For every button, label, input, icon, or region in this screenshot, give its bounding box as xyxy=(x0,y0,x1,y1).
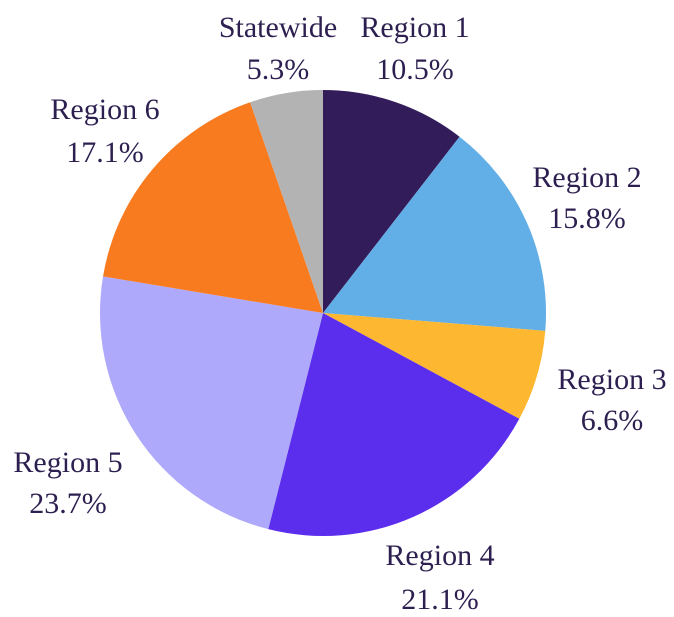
slice-value-label: 21.1% xyxy=(401,583,479,616)
pie-slice xyxy=(250,90,323,313)
slice-label: Region 4 xyxy=(385,539,494,572)
slice-value-label: 23.7% xyxy=(29,487,107,520)
slice-label: Region 1 xyxy=(360,11,469,44)
slice-label: Region 6 xyxy=(50,93,159,126)
slice-value-label: 17.1% xyxy=(66,136,144,169)
slice-label: Region 3 xyxy=(557,363,666,396)
pie-slice xyxy=(323,90,460,313)
slice-value-label: 5.3% xyxy=(247,53,310,86)
pie-slice xyxy=(103,102,323,314)
slice-value-label: 10.5% xyxy=(376,53,454,86)
slice-value-label: 6.6% xyxy=(581,404,644,437)
slice-label: Statewide xyxy=(219,11,337,44)
slice-label: Region 5 xyxy=(13,446,122,479)
pie-slice xyxy=(99,276,324,530)
pie-slice xyxy=(268,313,520,536)
slice-label: Region 2 xyxy=(532,161,641,194)
slice-value-label: 15.8% xyxy=(548,202,626,235)
pie-slice xyxy=(323,313,546,419)
pie-slice xyxy=(323,136,546,331)
